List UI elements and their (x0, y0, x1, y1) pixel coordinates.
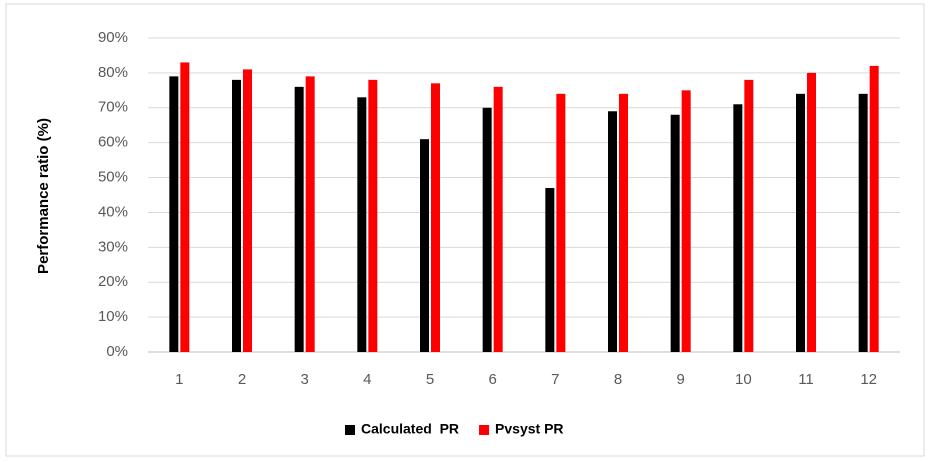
bar (357, 97, 367, 352)
bar (807, 72, 816, 352)
bar (681, 90, 691, 352)
legend-label: Pvsyst PR (495, 421, 563, 437)
x-tick-label: 1 (175, 371, 183, 388)
bar (744, 79, 754, 352)
legend-swatch (479, 425, 490, 435)
bar (796, 93, 805, 353)
bar (608, 111, 617, 353)
bar (243, 69, 252, 353)
legend-swatch (345, 425, 355, 435)
x-tick-label: 6 (488, 371, 496, 388)
bar (368, 79, 378, 352)
bar (482, 107, 492, 353)
bar (431, 83, 440, 352)
x-tick-label: 11 (798, 371, 814, 388)
bar (294, 86, 304, 352)
x-tick-label: 9 (676, 371, 684, 388)
x-tick-label: 2 (238, 371, 246, 388)
y-tick-label: 70% (98, 99, 128, 116)
bar (545, 188, 555, 352)
bar (556, 93, 566, 353)
y-axis-title: Performance ratio (%) (35, 118, 52, 274)
bar (869, 65, 879, 353)
x-tick-label: 12 (860, 371, 877, 388)
y-tick-label: 0% (106, 343, 128, 360)
bar (858, 93, 868, 353)
y-tick-label: 10% (98, 308, 128, 325)
y-tick-label: 80% (98, 64, 128, 81)
x-tick-label: 7 (551, 371, 559, 388)
bar (232, 79, 241, 352)
x-tick-label: 5 (426, 371, 434, 388)
y-tick-label: 90% (98, 29, 128, 46)
y-tick-label: 60% (98, 134, 128, 151)
bar (619, 93, 628, 353)
bar (180, 62, 190, 353)
y-tick-label: 40% (98, 203, 128, 220)
y-tick-label: 50% (98, 169, 128, 186)
bar (493, 86, 503, 352)
x-tick-label: 10 (735, 371, 752, 388)
bar (169, 76, 179, 352)
bar (420, 139, 429, 352)
x-tick-label: 3 (300, 371, 308, 388)
bar (670, 114, 680, 352)
y-tick-label: 30% (98, 238, 128, 255)
x-tick-label: 8 (614, 371, 622, 388)
bar (733, 104, 743, 353)
chart-border (5, 3, 925, 457)
legend-label: Calculated PR (361, 421, 459, 437)
bar (305, 76, 315, 352)
x-tick-label: 4 (363, 371, 371, 388)
y-tick-label: 20% (98, 273, 128, 290)
